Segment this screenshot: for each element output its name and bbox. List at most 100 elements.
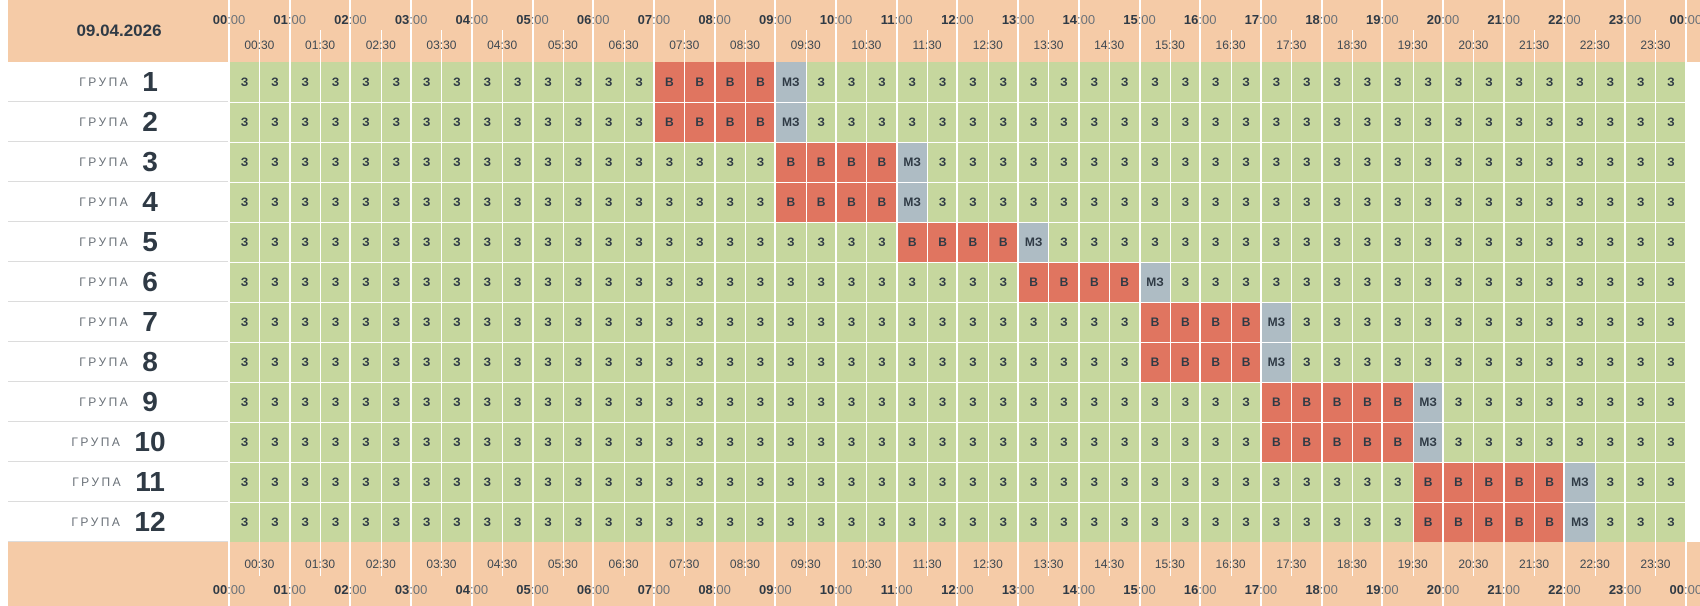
- hour-label-minutes: :00: [1137, 582, 1156, 597]
- hour-label: 17:00: [1242, 12, 1280, 27]
- schedule-cell-on: З: [969, 435, 977, 449]
- schedule-cell-on: З: [847, 75, 856, 89]
- schedule-cell-on: З: [908, 355, 916, 369]
- schedule-cell-on: З: [240, 235, 249, 249]
- schedule-cell-on: З: [392, 355, 401, 369]
- schedule-cell-on: З: [1211, 435, 1220, 449]
- schedule-cell-on: З: [483, 355, 492, 369]
- schedule-cell-on: З: [1272, 275, 1281, 289]
- half-hour-gridline: [744, 30, 746, 576]
- schedule-cell-on: З: [999, 395, 1008, 409]
- schedule-cell-on: З: [544, 115, 552, 129]
- hour-label-hours: 16: [1183, 12, 1199, 27]
- hour-gridline: [895, 0, 898, 606]
- schedule-cell-on: З: [1181, 75, 1190, 89]
- schedule-cell-off: В: [1139, 342, 1171, 382]
- group-number: 2: [142, 105, 158, 137]
- hour-label-hours: 02: [334, 582, 349, 597]
- hour-label-hours: 14: [1062, 12, 1077, 27]
- schedule-cell-on: З: [1090, 155, 1099, 169]
- schedule-cell-on: З: [1606, 235, 1615, 249]
- schedule-cell-on: З: [1120, 435, 1129, 449]
- group-label: ГРУПА 10: [8, 422, 229, 462]
- schedule-cell-on: З: [1667, 235, 1675, 249]
- schedule-cell-on: З: [513, 395, 522, 409]
- hour-label-hours: 13: [1001, 12, 1017, 27]
- schedule-cell-on: З: [1120, 235, 1129, 249]
- schedule-cell-on: З: [1485, 395, 1493, 409]
- hour-label: 20:00: [1424, 582, 1462, 597]
- hour-label: 15:00: [1121, 12, 1159, 27]
- half-hour-gridline: [1169, 30, 1171, 576]
- schedule-cell-on: З: [1302, 155, 1311, 169]
- hour-gridline: [1077, 0, 1080, 606]
- schedule-cell-on: З: [453, 75, 461, 89]
- schedule-cell-off: В: [866, 182, 898, 222]
- hour-label: 16:00: [1181, 12, 1219, 27]
- group-word: ГРУПА: [79, 274, 131, 289]
- schedule-cell-off: В: [1200, 302, 1232, 342]
- hour-label-minutes: :00: [1562, 12, 1581, 27]
- schedule-cell-on: З: [1090, 195, 1099, 209]
- schedule-cell-on: З: [878, 75, 886, 89]
- schedule-cell-on: З: [756, 475, 765, 489]
- schedule-cell-on: З: [1242, 115, 1250, 129]
- schedule-cell-on: З: [787, 235, 795, 249]
- hour-label-hours: 22: [1548, 582, 1563, 597]
- schedule-cell-on: З: [453, 275, 461, 289]
- schedule-cell-on: З: [362, 235, 370, 249]
- hour-label-minutes: :00: [1198, 12, 1217, 27]
- schedule-cell-off: В: [1109, 262, 1141, 302]
- schedule-cell-on: З: [1060, 475, 1068, 489]
- schedule-cell-off: В: [1078, 262, 1110, 302]
- hour-label-minutes: :00: [1076, 12, 1096, 27]
- schedule-cell-on: З: [1454, 395, 1463, 409]
- schedule-cell-off: В: [987, 222, 1019, 262]
- hour-label-hours: 22: [1548, 12, 1563, 27]
- schedule-cell-on: З: [483, 75, 492, 89]
- schedule-cell-on: З: [1545, 395, 1554, 409]
- hour-label-hours: 11: [880, 582, 895, 597]
- schedule-cell-on: З: [1454, 195, 1463, 209]
- schedule-cell-on: З: [271, 155, 279, 169]
- schedule-cell-on: З: [1302, 275, 1311, 289]
- schedule-cell-on: З: [787, 515, 795, 529]
- schedule-cell-on: З: [1302, 235, 1311, 249]
- schedule-cell-on: З: [513, 75, 522, 89]
- group-number: 7: [142, 305, 158, 337]
- half-hour-label: 10:30: [851, 38, 882, 52]
- schedule-cell-on: З: [392, 315, 401, 329]
- hour-label-hours: 21: [1487, 12, 1502, 27]
- half-hour-label: 17:30: [1276, 38, 1307, 52]
- schedule-cell-on: З: [301, 515, 309, 529]
- schedule-cell-on: З: [453, 195, 461, 209]
- row-gridline: [229, 102, 1686, 103]
- hour-gridline: [713, 0, 716, 606]
- hour-label-minutes: :00: [712, 12, 731, 27]
- schedule-cell-on: З: [1211, 155, 1220, 169]
- schedule-cell-on: З: [1454, 315, 1463, 329]
- group-number: 4: [142, 185, 158, 217]
- schedule-cell-on: З: [999, 315, 1008, 329]
- schedule-cell-on: З: [362, 75, 370, 89]
- schedule-cell-on: З: [908, 515, 916, 529]
- schedule-cell-on: З: [1667, 515, 1675, 529]
- schedule-cell-on: З: [695, 315, 704, 329]
- schedule-cell-off: В: [1382, 422, 1414, 462]
- half-hour-gridline: [1534, 30, 1536, 576]
- hour-gridline: [592, 0, 595, 606]
- schedule-cell-on: З: [1545, 75, 1554, 89]
- schedule-cell-on: З: [271, 75, 279, 89]
- schedule-cell-on: З: [271, 475, 279, 489]
- schedule-cell-on: З: [1636, 355, 1645, 369]
- schedule-cell-on: З: [1545, 155, 1554, 169]
- hour-label: 09:00: [756, 582, 794, 597]
- hour-label: 18:00: [1303, 582, 1341, 597]
- hour-label: 21:00: [1485, 12, 1523, 27]
- hour-label: 12:00: [938, 12, 976, 27]
- schedule-cell-on: З: [1363, 235, 1372, 249]
- half-hour-gridline: [1594, 30, 1596, 576]
- schedule-cell-on: З: [1333, 475, 1341, 489]
- schedule-cell-off: В: [775, 182, 807, 222]
- schedule-cell-maybe: МЗ: [775, 102, 807, 142]
